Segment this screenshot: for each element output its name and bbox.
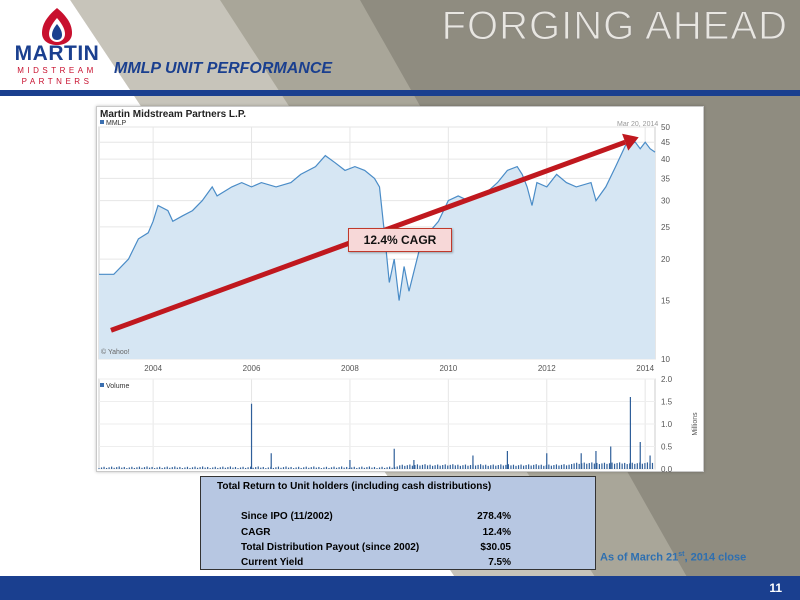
x-tick-label: 2004 bbox=[144, 364, 162, 373]
price-tick-label: 20 bbox=[661, 255, 670, 264]
volume-unit-label: Millions bbox=[692, 412, 699, 436]
martin-logo: MARTIN MIDSTREAM PARTNERS bbox=[14, 6, 100, 90]
returns-table: Total Return to Unit holders (including … bbox=[200, 476, 596, 570]
x-tick-label: 2006 bbox=[243, 364, 261, 373]
x-tick-label: 2010 bbox=[439, 364, 457, 373]
series-legend-label: MMLP bbox=[106, 120, 127, 127]
logo-word: MARTIN bbox=[14, 42, 100, 65]
chart-date: Mar 20, 2014 bbox=[617, 121, 658, 128]
flame-icon bbox=[42, 8, 72, 45]
row-value: 12.4% bbox=[482, 527, 511, 538]
volume-tick-label: 0.0 bbox=[661, 465, 673, 473]
page-number: 11 bbox=[769, 581, 782, 595]
logo-subline-1: MIDSTREAM bbox=[17, 66, 97, 75]
chart-canvas: 10 15 20 25 30 35 40 45 50 2004 2006 2008 2010 2012 20… bbox=[98, 109, 699, 473]
price-tick-label: 40 bbox=[661, 155, 670, 164]
x-tick-label: 2012 bbox=[538, 364, 556, 373]
footer-bar bbox=[0, 576, 800, 600]
price-tick-label: 45 bbox=[661, 138, 670, 147]
row-label: Current Yield bbox=[241, 557, 304, 568]
row-value: $30.05 bbox=[480, 542, 511, 553]
slide-subtitle: MMLP UNIT PERFORMANCE bbox=[114, 60, 333, 77]
x-tick-label: 2014 bbox=[636, 364, 654, 373]
row-label: CAGR bbox=[241, 527, 271, 538]
stock-chart: 10 15 20 25 30 35 40 45 50 2004 2006 2008 2010 2012 20… bbox=[96, 106, 704, 473]
header-rule bbox=[0, 90, 800, 96]
price-tick-label: 30 bbox=[661, 197, 670, 206]
price-tick-label: 50 bbox=[661, 123, 670, 132]
volume-legend-label: Volume bbox=[106, 383, 129, 390]
logo-subline-2: PARTNERS bbox=[21, 77, 93, 86]
volume-tick-label: 0.5 bbox=[661, 443, 673, 452]
row-label: Total Distribution Payout (since 2002) bbox=[241, 542, 420, 553]
row-value: 7.5% bbox=[488, 557, 511, 568]
volume-tick-label: 1.5 bbox=[661, 398, 673, 407]
x-tick-label: 2008 bbox=[341, 364, 359, 373]
cagr-arrowhead bbox=[622, 133, 639, 151]
as-of-text: As of March 21 bbox=[600, 551, 679, 564]
as-of-tail: , 2014 close bbox=[684, 551, 747, 564]
cagr-callout: 12.4% CAGR bbox=[348, 228, 452, 252]
row-value: 278.4% bbox=[477, 511, 511, 522]
chart-credit: © Yahoo! bbox=[101, 348, 130, 356]
returns-table-title: Total Return to Unit holders (including … bbox=[217, 481, 492, 492]
price-tick-label: 10 bbox=[661, 355, 670, 364]
volume-tick-label: 1.0 bbox=[661, 420, 673, 429]
price-tick-label: 15 bbox=[661, 297, 670, 306]
price-line bbox=[99, 141, 656, 301]
price-tick-label: 35 bbox=[661, 174, 670, 183]
as-of-sup: st bbox=[678, 551, 685, 558]
volume-tick-label: 2.0 bbox=[661, 375, 673, 384]
as-of-note: As of March 21st, 2014 close bbox=[600, 551, 746, 564]
series-legend-swatch bbox=[100, 120, 104, 124]
volume-legend-swatch bbox=[100, 383, 104, 387]
row-label: Since IPO (11/2002) bbox=[241, 511, 333, 522]
chart-title: Martin Midstream Partners L.P. bbox=[100, 109, 246, 120]
slide-headline: FORGING AHEAD bbox=[441, 4, 788, 49]
price-tick-label: 25 bbox=[661, 223, 670, 232]
